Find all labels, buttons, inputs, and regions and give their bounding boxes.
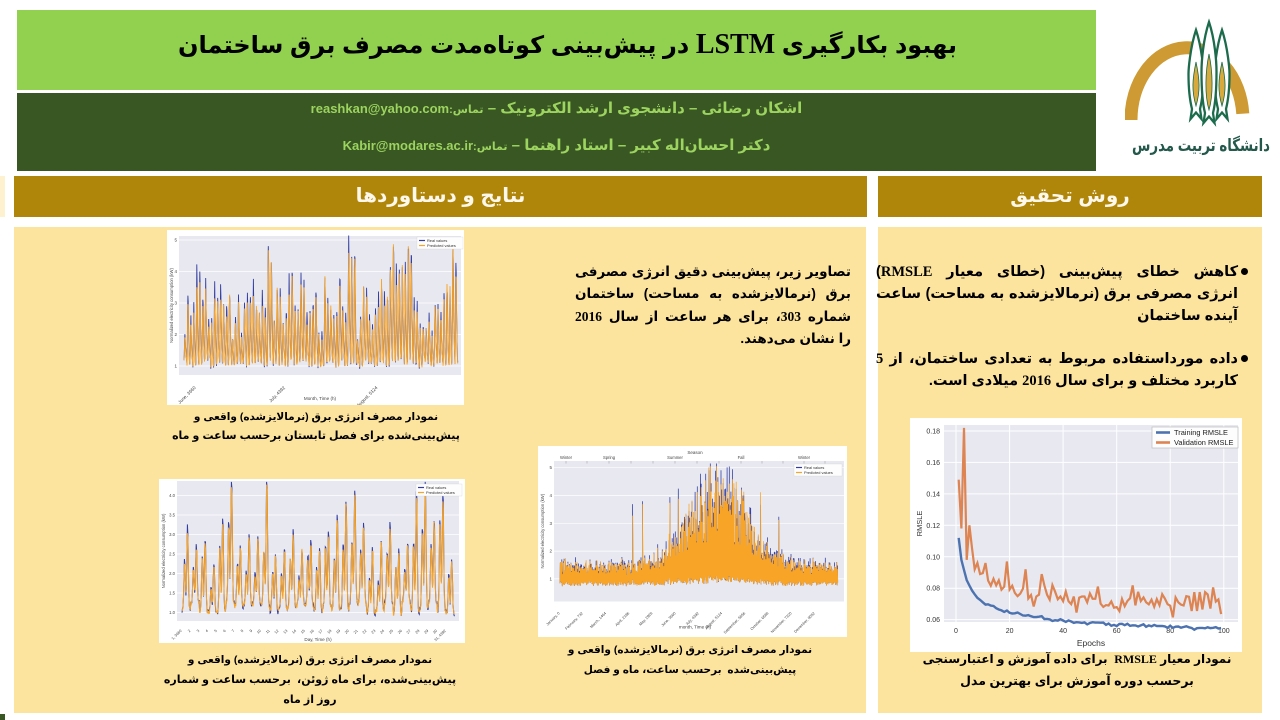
svg-text:30: 30 xyxy=(432,629,438,635)
svg-text:Fall: Fall xyxy=(738,455,745,460)
svg-text:20: 20 xyxy=(1006,628,1014,635)
svg-text:1, 3660: 1, 3660 xyxy=(171,629,183,641)
svg-text:3.5: 3.5 xyxy=(169,513,175,518)
svg-text:2: 2 xyxy=(187,629,191,633)
svg-text:7: 7 xyxy=(231,629,235,633)
svg-text:4: 4 xyxy=(174,269,177,274)
svg-text:15: 15 xyxy=(300,629,306,635)
svg-text:Real values: Real values xyxy=(426,485,446,490)
svg-text:4.0: 4.0 xyxy=(169,493,175,498)
svg-text:month, Time (h): month, Time (h) xyxy=(679,625,712,630)
svg-text:28: 28 xyxy=(415,629,421,635)
svg-text:0.10: 0.10 xyxy=(926,554,940,561)
svg-text:0.12: 0.12 xyxy=(926,523,940,530)
svg-text:3.0: 3.0 xyxy=(169,532,175,537)
svg-text:11: 11 xyxy=(265,629,271,635)
svg-text:Predicted values: Predicted values xyxy=(426,490,455,495)
svg-text:17: 17 xyxy=(318,629,324,635)
svg-text:Month, Time (h): Month, Time (h) xyxy=(304,396,337,401)
svg-text:Epochs: Epochs xyxy=(1077,638,1105,648)
svg-text:60: 60 xyxy=(1113,628,1121,635)
svg-text:1: 1 xyxy=(549,576,552,581)
svg-text:0.14: 0.14 xyxy=(926,491,940,498)
svg-text:0: 0 xyxy=(954,628,958,635)
svg-text:5: 5 xyxy=(214,629,218,633)
svg-text:3: 3 xyxy=(174,301,177,306)
svg-text:Real values: Real values xyxy=(427,238,447,243)
svg-text:3: 3 xyxy=(196,629,200,633)
svg-text:0.18: 0.18 xyxy=(926,429,940,436)
svg-text:20: 20 xyxy=(344,629,350,635)
svg-text:دانشگاه تربیت مدرس: دانشگاه تربیت مدرس xyxy=(1132,135,1270,156)
svg-text:24: 24 xyxy=(379,629,385,635)
svg-text:Predicted values: Predicted values xyxy=(804,470,833,475)
svg-text:16: 16 xyxy=(309,629,315,635)
svg-text:Predicted values: Predicted values xyxy=(427,243,456,248)
svg-text:26: 26 xyxy=(397,629,403,635)
svg-text:22: 22 xyxy=(362,629,368,635)
svg-text:21: 21 xyxy=(353,629,359,635)
svg-text:13: 13 xyxy=(283,629,289,635)
svg-text:Normalized electricity consump: Normalized electricity consumption (kW) xyxy=(540,493,545,568)
svg-text:29: 29 xyxy=(423,629,429,635)
svg-text:Real values: Real values xyxy=(804,465,824,470)
svg-text:23: 23 xyxy=(371,629,377,635)
svg-text:Day, Time (h): Day, Time (h) xyxy=(304,637,332,642)
svg-text:Summer: Summer xyxy=(667,455,683,460)
svg-text:100: 100 xyxy=(1218,628,1230,635)
svg-text:5: 5 xyxy=(549,465,552,470)
svg-text:10: 10 xyxy=(256,629,262,635)
svg-text:Season: Season xyxy=(687,450,703,455)
svg-text:1: 1 xyxy=(174,364,177,369)
svg-text:Normalized electricity consump: Normalized electricity consumption (kW) xyxy=(161,513,166,588)
svg-text:3: 3 xyxy=(549,521,552,526)
svg-text:8: 8 xyxy=(240,629,244,633)
svg-text:25: 25 xyxy=(388,629,394,635)
svg-text:2: 2 xyxy=(549,549,552,554)
svg-text:0.06: 0.06 xyxy=(926,617,940,624)
svg-text:RMSLE: RMSLE xyxy=(915,511,924,537)
svg-text:Spring: Spring xyxy=(603,455,616,460)
svg-text:Validation RMSLE: Validation RMSLE xyxy=(1174,438,1233,447)
svg-text:1.5: 1.5 xyxy=(169,591,175,596)
svg-text:19: 19 xyxy=(335,629,341,635)
svg-text:Winter: Winter xyxy=(798,455,811,460)
svg-text:18: 18 xyxy=(327,629,333,635)
svg-text:0.16: 0.16 xyxy=(926,460,940,467)
svg-text:5: 5 xyxy=(174,238,177,243)
svg-text:9: 9 xyxy=(249,629,253,633)
svg-text:12: 12 xyxy=(274,629,280,635)
svg-text:Winter: Winter xyxy=(560,455,573,460)
svg-text:1.0: 1.0 xyxy=(169,610,175,615)
svg-text:2.0: 2.0 xyxy=(169,571,175,576)
svg-text:2: 2 xyxy=(174,332,177,337)
svg-text:Normalized electricity consump: Normalized electricity consumption (kW) xyxy=(169,268,174,343)
svg-text:Training RMSLE: Training RMSLE xyxy=(1174,428,1228,437)
svg-text:4: 4 xyxy=(205,629,209,633)
svg-text:27: 27 xyxy=(406,629,412,635)
svg-text:2.5: 2.5 xyxy=(169,552,175,557)
svg-text:4: 4 xyxy=(549,493,552,498)
svg-text:0.08: 0.08 xyxy=(926,586,940,593)
svg-text:14: 14 xyxy=(291,629,297,635)
svg-text:40: 40 xyxy=(1059,628,1067,635)
svg-text:6: 6 xyxy=(222,629,226,633)
svg-text:80: 80 xyxy=(1166,628,1174,635)
